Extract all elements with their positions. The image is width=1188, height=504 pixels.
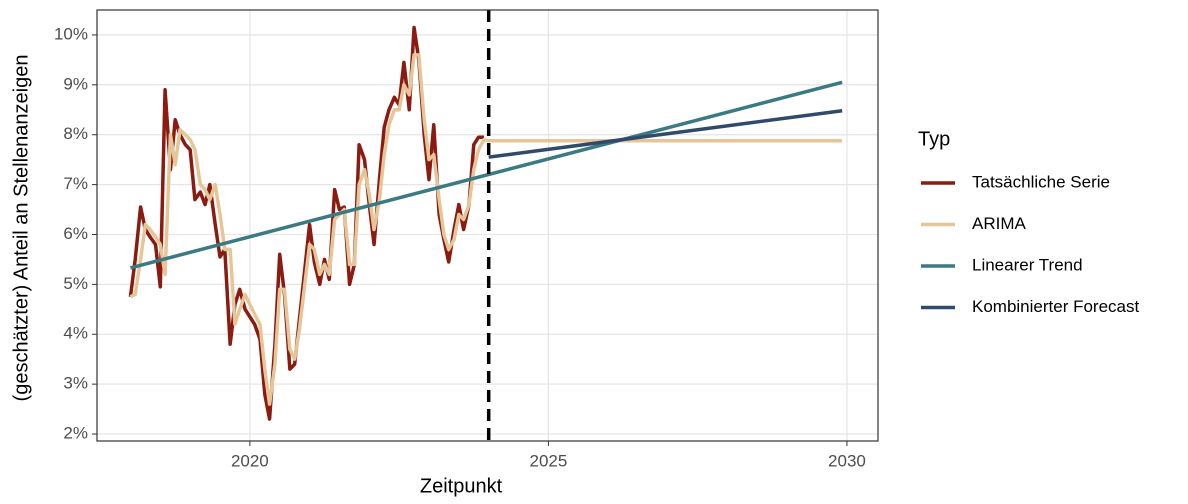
series-line	[488, 109, 843, 159]
legend-label: ARIMA	[972, 214, 1027, 233]
legend-label: Linearer Trend	[972, 255, 1083, 274]
x-tick-label: 2030	[828, 451, 866, 470]
marks	[128, 10, 843, 441]
y-tick-label: 10%	[54, 24, 88, 43]
series-line	[129, 80, 843, 270]
legend-label: Tatsächliche Serie	[972, 172, 1110, 191]
y-tick-label: 6%	[63, 224, 88, 243]
y-tick-label: 9%	[63, 74, 88, 93]
y-axis-title: (geschätzter) Anteil an Stellenanzeigen	[10, 55, 32, 402]
legend-label: Kombinierter Forecast	[972, 297, 1140, 316]
x-axis-title: Zeitpunkt	[420, 475, 503, 497]
y-tick-label: 5%	[63, 274, 88, 293]
series-line	[129, 53, 843, 406]
series-line	[128, 25, 484, 421]
x-tick-label: 2025	[529, 451, 567, 470]
y-tick-label: 7%	[63, 174, 88, 193]
x-tick-label: 2020	[231, 451, 269, 470]
panel-border	[96, 9, 879, 442]
y-tick-label: 8%	[63, 124, 88, 143]
y-tick-label: 2%	[63, 424, 88, 443]
legend-title: Typ	[918, 128, 950, 150]
y-tick-label: 4%	[63, 324, 88, 343]
y-tick-label: 3%	[63, 374, 88, 393]
